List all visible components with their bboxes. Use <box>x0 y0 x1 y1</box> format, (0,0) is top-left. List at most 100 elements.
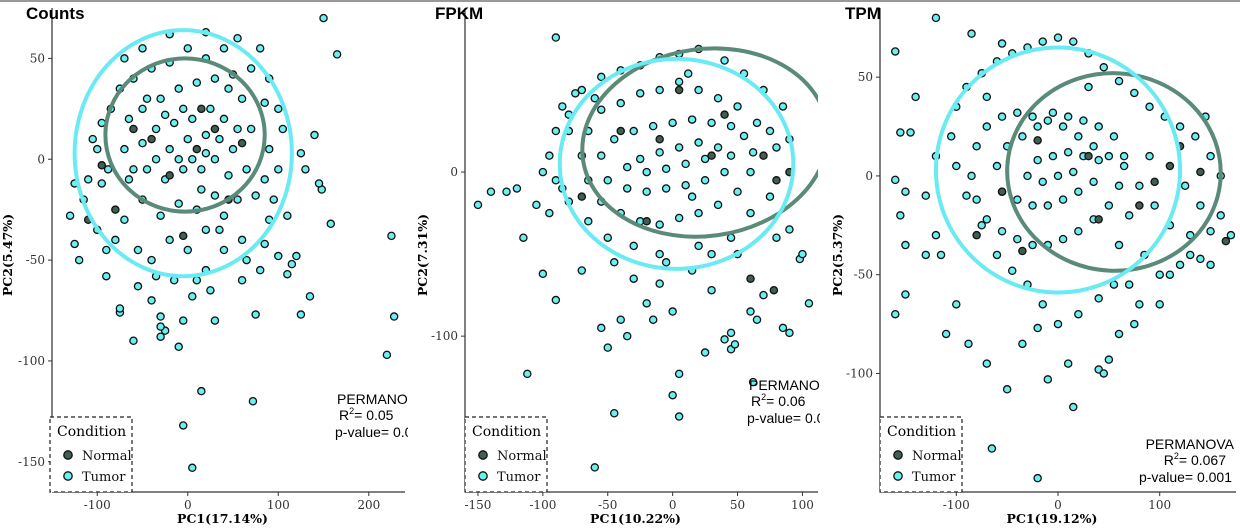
point-tumor <box>739 131 749 141</box>
point-tumor <box>1018 132 1027 141</box>
point-tumor <box>707 285 716 295</box>
point-tumor <box>1018 339 1027 349</box>
y-tick-label: -100 <box>431 329 458 343</box>
point-tumor <box>251 191 260 200</box>
point-tumor <box>178 165 188 174</box>
point-tumor <box>201 148 211 158</box>
panel-counts: -100 0 100 200 -150 -100 -50 0 50 PC1(17.14%) PC2(… <box>0 4 408 526</box>
point-tumor <box>1048 151 1058 161</box>
point-tumor <box>219 211 229 220</box>
point-normal <box>1221 236 1231 246</box>
point-tumor <box>1226 230 1236 240</box>
point-tumor <box>674 77 684 87</box>
point-tumor <box>210 191 220 200</box>
point-tumor <box>1043 116 1053 125</box>
point-tumor <box>668 307 677 316</box>
point-tumor <box>906 128 915 137</box>
point-tumor <box>178 421 188 430</box>
point-tumor <box>1145 102 1154 112</box>
point-tumor <box>523 369 532 379</box>
point-tumor <box>798 249 807 259</box>
point-normal <box>129 124 138 134</box>
point-tumor <box>1150 201 1159 210</box>
point-tumor <box>746 307 755 316</box>
point-tumor <box>160 110 170 120</box>
point-tumor <box>720 335 729 344</box>
point-tumor <box>992 161 1002 171</box>
point-tumor <box>713 93 723 103</box>
point-tumor <box>183 245 193 255</box>
permanova-title: PERMANOVA <box>749 377 838 393</box>
legend[interactable]: Condition Normal Tumor <box>49 416 133 493</box>
point-tumor <box>785 328 794 338</box>
legend[interactable]: Condition Normal Tumor <box>879 416 963 493</box>
point-tumor <box>1124 280 1134 289</box>
point-tumor <box>765 192 775 201</box>
point-tumor <box>197 386 206 396</box>
point-tumor <box>1196 254 1205 264</box>
point-tumor <box>260 239 269 249</box>
point-tumor <box>1089 142 1098 151</box>
point-tumor <box>629 126 638 136</box>
point-tumor <box>1063 359 1073 368</box>
point-tumor <box>609 258 619 267</box>
point-tumor <box>683 69 693 78</box>
point-tumor <box>629 274 638 283</box>
point-tumor <box>138 44 147 53</box>
point-normal <box>972 230 981 240</box>
point-tumor <box>896 211 905 220</box>
point-tumor <box>726 121 736 131</box>
point-tumor <box>251 310 260 319</box>
point-tumor <box>687 192 697 201</box>
point-tumor <box>987 444 997 453</box>
point-tumor <box>178 104 188 114</box>
point-normal <box>147 134 156 144</box>
point-tumor <box>310 130 319 140</box>
point-tumor <box>88 134 97 144</box>
point-tumor <box>921 191 931 200</box>
legend-key-normal <box>63 450 73 460</box>
point-tumor <box>551 126 561 136</box>
legend-label-normal: Normal <box>82 449 132 464</box>
point-tumor <box>1191 132 1200 141</box>
point-tumor <box>545 208 554 218</box>
point-tumor <box>941 329 951 339</box>
point-tumor <box>720 167 729 177</box>
point-tumor <box>138 138 147 148</box>
point-tumor <box>228 144 238 154</box>
point-tumor <box>1074 187 1083 196</box>
point-normal <box>655 135 664 144</box>
point-tumor <box>726 151 736 160</box>
point-tumor <box>70 239 79 249</box>
x-tick-label: 0 <box>1054 498 1062 512</box>
point-tumor <box>668 390 677 400</box>
y-axis-title: PC2(5.47%) <box>0 214 15 296</box>
point-tumor <box>635 89 645 98</box>
legend[interactable]: Condition Normal Tumor <box>464 416 548 493</box>
permanova-r2: R2= 0.05 <box>339 406 394 423</box>
point-tumor <box>1043 375 1053 384</box>
point-tumor <box>936 250 946 260</box>
point-tumor <box>1145 151 1154 161</box>
point-tumor <box>694 241 703 251</box>
point-normal <box>197 104 206 114</box>
point-normal <box>1165 161 1175 171</box>
ellipse-normal <box>1005 71 1223 273</box>
r2-superscript: 2 <box>1174 451 1179 461</box>
point-tumor <box>1114 76 1124 86</box>
point-tumor <box>759 290 768 300</box>
point-tumor <box>274 251 283 261</box>
point-normal <box>746 274 755 283</box>
point-tumor <box>931 230 941 240</box>
point-tumor <box>1013 234 1022 244</box>
point-tumor <box>551 33 561 42</box>
point-tumor <box>642 187 651 197</box>
point-tumor <box>248 396 258 406</box>
point-tumor <box>133 245 143 255</box>
point-tumor <box>952 300 961 309</box>
point-tumor <box>1206 151 1215 161</box>
point-normal <box>1135 201 1144 210</box>
point-tumor <box>609 408 619 418</box>
point-tumor <box>1007 266 1017 275</box>
point-normal <box>616 126 625 136</box>
